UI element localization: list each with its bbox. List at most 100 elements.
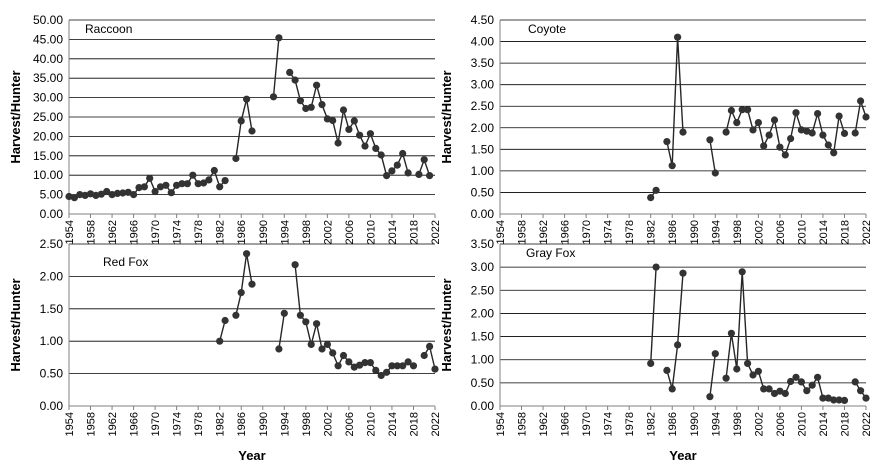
panel-4-x-tick-label: 1958	[517, 412, 529, 436]
panel-2-x-tick-label: 1990	[689, 220, 701, 244]
panel-2-data-point	[824, 141, 832, 149]
panel-4-x-tick-label: 2002	[753, 412, 765, 436]
panel-2-x-tick-label: 1966	[560, 220, 572, 244]
panel-3-data-point	[221, 316, 229, 325]
panel-4-data-point	[706, 393, 714, 401]
panel-1-data-point	[383, 172, 391, 180]
panel-4-x-tick-label: 1954	[495, 412, 507, 436]
panel-4-y-tick-label: 3.50	[471, 237, 495, 251]
panel-2-y-tick-label: 2.50	[471, 99, 495, 113]
panel-2-data-point	[830, 149, 838, 157]
panel-1-data-point	[318, 101, 326, 109]
panel-3-data-point	[248, 280, 256, 288]
panel-2-data-point	[733, 119, 741, 127]
panel-3-data-point	[296, 311, 304, 319]
panel-1-data-point	[194, 180, 202, 188]
panel-4-series-line	[666, 273, 684, 390]
panel-3-x-tick-label: 1994	[279, 412, 291, 436]
panel-4-data-point	[830, 396, 838, 404]
panel-1-y-tick-label: 25.00	[33, 110, 63, 124]
panel-1-y-tick-label: 20.00	[33, 129, 63, 143]
panel-1-data-point	[86, 190, 95, 198]
panel-3-data-point	[318, 345, 326, 353]
panel-3-data-point	[307, 340, 315, 348]
panel-1-data-point	[415, 170, 423, 178]
panel-2-data-point	[652, 186, 660, 194]
panel-2-data-point	[744, 106, 752, 114]
panel-4-data-point	[819, 394, 827, 402]
panel-4-x-tick-label: 2014	[818, 412, 830, 436]
panel-1-data-point	[97, 190, 105, 198]
panel-2-data-point	[835, 112, 843, 120]
panel-1-x-tick-label: 2018	[408, 220, 420, 244]
panel-3-y-tick-label: 2.00	[40, 269, 64, 283]
panel-4-x-tick-label: 1998	[732, 412, 744, 436]
panel-4-y-tick-label: 1.50	[471, 330, 495, 344]
panel-1-data-point	[334, 139, 342, 147]
panel-1-data-point	[307, 103, 315, 111]
panel-2-x-tick-label: 1970	[581, 220, 593, 244]
panel-2-x-tick-label: 1962	[538, 220, 550, 244]
panel-1-x-tick-label: 1970	[150, 220, 162, 244]
panel-4-chart-title: Gray Fox	[526, 246, 575, 260]
panel-1-series-line	[235, 99, 253, 159]
panel-3-x-tick-label: 1978	[193, 412, 205, 436]
panel-2-data-point	[738, 106, 746, 114]
panel-2-data-point	[727, 106, 736, 115]
panel-1-data-point	[404, 169, 412, 177]
panel-1-y-tick-label: 5.00	[40, 188, 64, 202]
panel-2-x-tick-label: 1994	[710, 220, 722, 244]
panel-2-data-point	[663, 138, 671, 146]
panel-2-series-line	[709, 139, 716, 174]
panel-3-x-tick-label: 1962	[107, 412, 119, 436]
panel-4-x-tick-label: 1962	[538, 412, 550, 436]
panel-1-y-tick-label: 30.00	[33, 91, 63, 105]
panel-1-x-tick-label: 1958	[86, 220, 98, 244]
panel-2-data-point	[760, 142, 768, 150]
panel-4-data-point	[754, 367, 763, 375]
panel-4-data-point	[679, 269, 687, 277]
panel-1-x-tick-label: 1954	[64, 220, 76, 244]
panel-4-data-point	[857, 387, 865, 395]
panel-4-y-tick-label: 0.50	[471, 376, 495, 390]
panel-3-x-tick-label: 1986	[236, 412, 248, 436]
panel-1-data-point	[345, 125, 353, 133]
panel-3-data-point	[356, 361, 364, 369]
panel-2-data-point	[679, 128, 687, 136]
panel-1-data-point	[65, 192, 73, 201]
panel-1-data-point	[372, 144, 380, 152]
panel-3-data-point	[232, 311, 240, 319]
panel-3-y-tick-label: 1.00	[40, 334, 64, 348]
panel-2-x-tick-label: 1982	[646, 220, 658, 244]
panel-1-data-point	[130, 191, 138, 199]
panel-1-data-point	[248, 127, 256, 135]
panel-4-y-tick-label: 2.50	[471, 283, 495, 297]
panel-4-y-tick-label: 3.00	[471, 260, 495, 274]
panel-1-data-point	[232, 154, 240, 163]
panel-1-y-tick-label: 40.00	[33, 52, 63, 66]
panel-3-data-point	[237, 289, 245, 297]
panel-3-data-point	[431, 365, 439, 373]
panel-1-y-tick-label: 35.00	[33, 71, 63, 85]
panel-3-data-point	[313, 320, 321, 328]
panel-3-data-point	[323, 340, 331, 348]
panel-1-data-point	[243, 95, 251, 103]
panel-3-data-point	[243, 250, 251, 258]
panel-3-data-point	[334, 362, 342, 370]
panel-2-y-tick-label: 4.00	[471, 35, 495, 49]
panel-1-x-tick-label: 2010	[365, 220, 377, 244]
panel-2-y-tick-label: 3.50	[471, 56, 495, 70]
panel-1-data-point	[216, 183, 224, 191]
panel-4-x-tick-label: 1986	[667, 412, 679, 436]
panel-1-data-point	[291, 76, 299, 84]
panel-3-x-tick-label: 2018	[408, 412, 420, 436]
panel-3-data-point	[426, 342, 434, 350]
panel-1-data-point	[377, 151, 385, 159]
panel-2-data-point	[781, 151, 789, 159]
panel-3-y-tick-label: 0.50	[40, 367, 64, 381]
panel-2-data-point	[857, 97, 865, 105]
panel-2-y-tick-label: 4.50	[471, 13, 495, 27]
panel-2-y-tick-label: 1.00	[471, 164, 495, 178]
panel-4-data-point	[738, 268, 746, 276]
panel-4-x-tick-label: 2018	[839, 412, 851, 436]
